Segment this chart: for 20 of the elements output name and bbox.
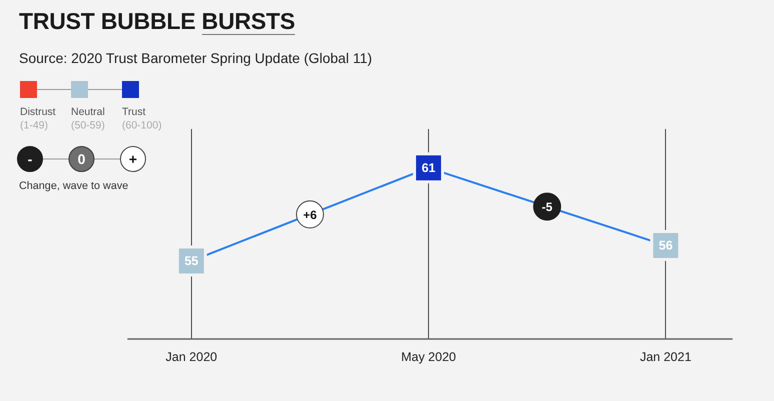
annotation: -5 [542, 200, 553, 214]
legend-label: Neutral (50-59) [71, 106, 105, 132]
chart-subtitle: Source: 2020 Trust Barometer Spring Update (Global 11) [19, 50, 372, 66]
chart-title: TRUST BUBBLE BURSTS [19, 8, 296, 35]
annotation: +6 [303, 208, 318, 222]
badge: + [120, 146, 146, 172]
x-tick-label: Jan 2020 [166, 350, 218, 364]
legend-label: Trust (60-100) [122, 106, 162, 132]
legend-label: Distrust (1-49) [20, 106, 56, 132]
data-label: 56 [658, 238, 673, 252]
data-label: 55 [184, 254, 198, 268]
badge: +6 [296, 200, 324, 228]
annotation: Change, wave to wave [19, 180, 128, 192]
x-tick-label: Jan 2021 [640, 350, 692, 364]
x-tick-label: May 2020 [401, 350, 456, 364]
badge: -5 [533, 192, 562, 221]
badge: - [17, 146, 43, 172]
data-label: 61 [422, 160, 436, 175]
annotation: + [128, 151, 138, 167]
badge: 0 [68, 146, 94, 172]
